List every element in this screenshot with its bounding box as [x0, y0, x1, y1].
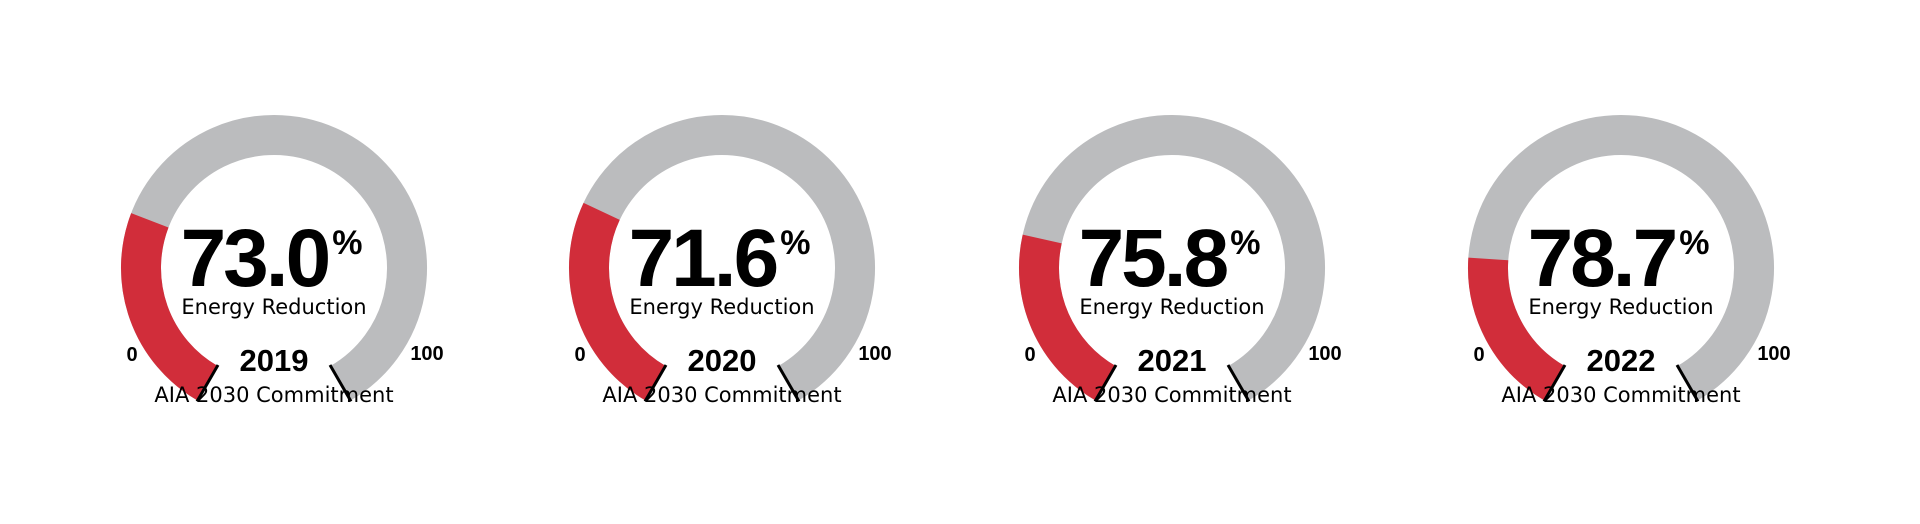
gauge-value-number: 75.8 — [1079, 213, 1228, 304]
gauge-year-caption: AIA 2030 Commitment — [1052, 383, 1291, 407]
gauge-year-caption: AIA 2030 Commitment — [154, 383, 393, 407]
gauge-value-unit: % — [780, 224, 810, 262]
gauge-value-number: 73.0 — [181, 213, 329, 304]
gauge-year-label: 2020 — [688, 343, 757, 378]
gauge-year-caption: AIA 2030 Commitment — [602, 383, 841, 407]
gauge-value-label: 75.8% — [1079, 213, 1261, 304]
gauge-value-caption: Energy Reduction — [181, 295, 366, 319]
gauge-max-label: 100 — [1308, 343, 1341, 365]
gauge-min-tick — [195, 364, 220, 403]
gauge-value-unit: % — [1230, 224, 1260, 262]
gauge-min-tick — [1093, 364, 1118, 403]
gauge-min-label: 0 — [574, 344, 585, 366]
gauge-max-label: 100 — [858, 343, 891, 365]
gauge-max-tick — [1675, 364, 1700, 403]
gauge-min-label: 0 — [1473, 344, 1484, 366]
gauge-value-caption: Energy Reduction — [1528, 295, 1713, 319]
gauge-max-tick — [776, 364, 801, 403]
gauge-year-label: 2022 — [1587, 343, 1656, 378]
gauge-value-unit: % — [1679, 224, 1709, 262]
gauge-min-tick — [643, 364, 668, 403]
gauge-value-number: 71.6 — [629, 213, 777, 304]
gauge-year-caption: AIA 2030 Commitment — [1501, 383, 1740, 407]
gauge-value-label: 71.6% — [629, 213, 811, 304]
gauge-fill-bar — [1468, 257, 1565, 401]
gauge-fill-bar — [569, 202, 666, 401]
gauge-min-label: 0 — [1024, 344, 1035, 366]
gauge-max-label: 100 — [410, 343, 443, 365]
gauge-value-caption: Energy Reduction — [629, 295, 814, 319]
gauge-max-tick — [328, 364, 353, 403]
gauge-fill-bar — [121, 213, 218, 401]
gauge-max-tick — [1226, 364, 1251, 403]
gauge-max-label: 100 — [1757, 343, 1790, 365]
gauge-value-unit: % — [332, 224, 362, 262]
gauge-year-label: 2019 — [240, 343, 309, 378]
gauge-fill-bar — [1019, 234, 1116, 401]
gauge-value-label: 78.7% — [1528, 213, 1710, 304]
gauge-min-label: 0 — [126, 344, 137, 366]
gauge-value-label: 73.0% — [181, 213, 363, 304]
gauge-min-tick — [1542, 364, 1567, 403]
gauge-value-caption: Energy Reduction — [1079, 295, 1264, 319]
gauge-value-number: 78.7 — [1528, 213, 1676, 304]
gauge-year-label: 2021 — [1138, 343, 1207, 378]
